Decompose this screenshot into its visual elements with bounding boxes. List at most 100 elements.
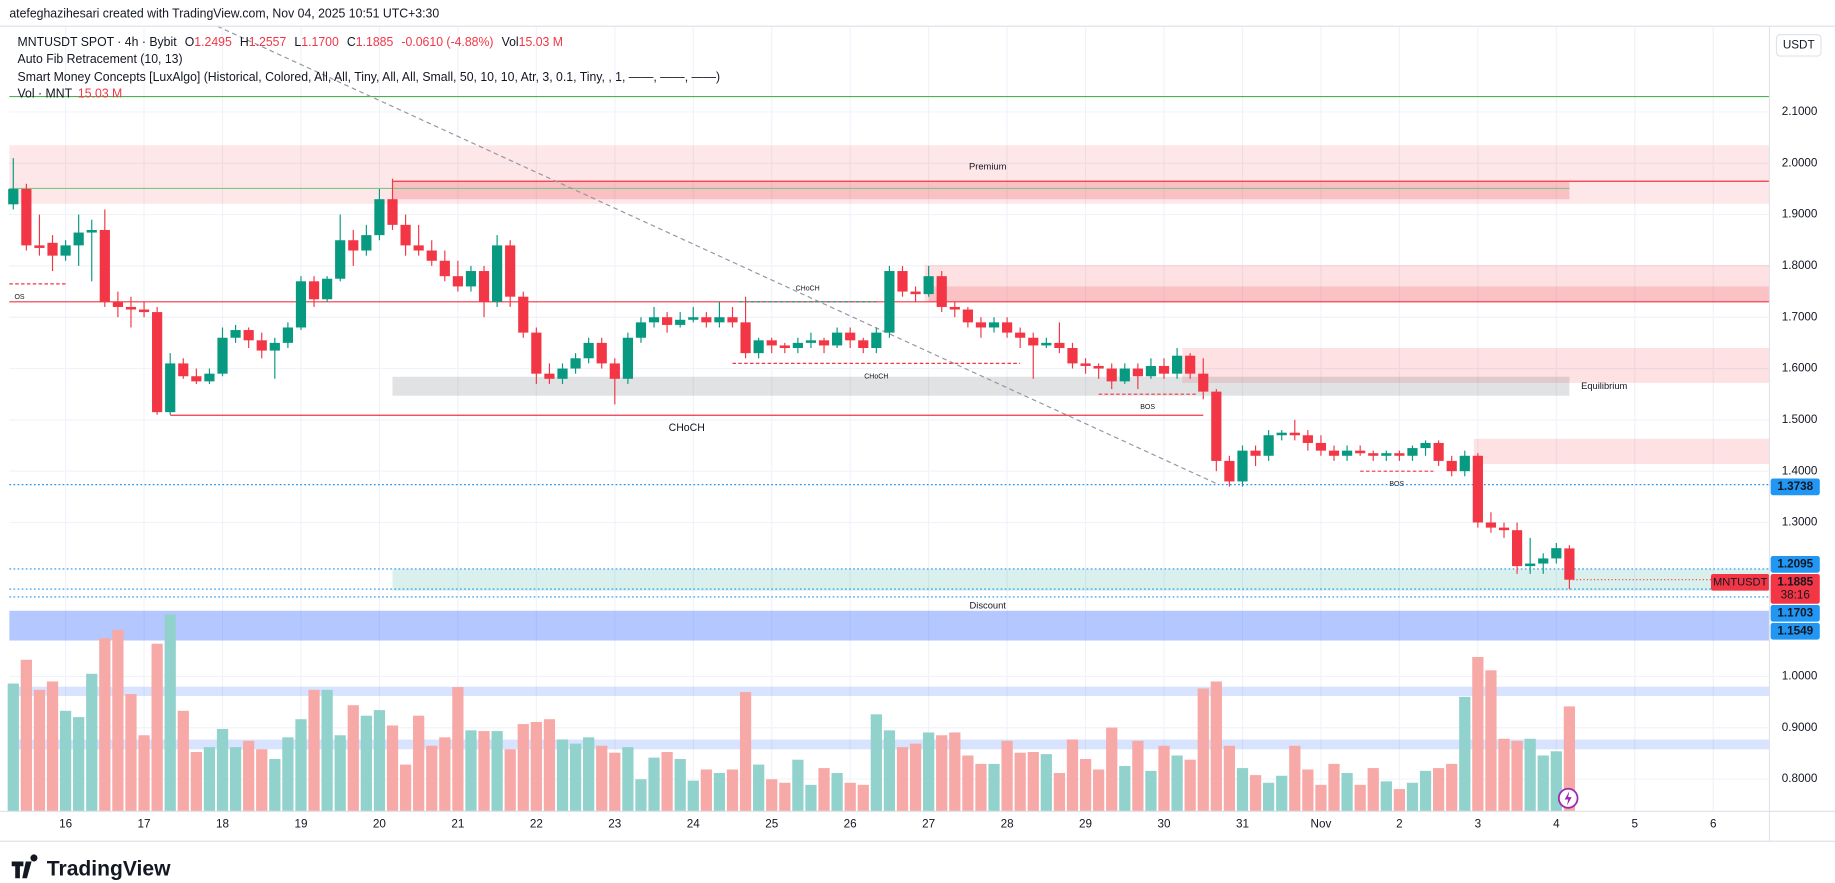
volume-bar — [1119, 765, 1131, 812]
price-label: 1.3738 — [1777, 479, 1813, 493]
candle-body — [1328, 450, 1340, 456]
candle-body — [1250, 450, 1261, 456]
candle-body — [923, 276, 934, 295]
candle-body — [86, 229, 97, 233]
brand: TradingView — [47, 856, 171, 880]
ohlc-value: 1.1885 — [356, 35, 394, 49]
y-tick-label: 0.9000 — [1782, 720, 1818, 734]
volume-bar — [569, 743, 582, 812]
legend: MNTUSDT SPOT · 4h · Bybit O1.2495 H1.255… — [18, 35, 563, 49]
volume-bar — [792, 759, 804, 812]
volume-bar — [7, 683, 19, 812]
volume-bar — [203, 747, 216, 812]
volume-bar — [687, 780, 699, 812]
zone — [392, 569, 1770, 591]
price-label-box — [1770, 556, 1820, 573]
x-tick-label: 3 — [1475, 817, 1482, 831]
candle-body — [962, 309, 973, 323]
candle-body — [1054, 342, 1065, 349]
volume-bar — [1197, 688, 1209, 812]
candle-body — [1433, 442, 1444, 461]
x-tick-label: 19 — [294, 817, 307, 831]
volume-bar — [478, 731, 490, 812]
zone — [392, 376, 1570, 396]
volume-bar — [321, 689, 333, 812]
symbol-label: MNTUSDT — [1713, 576, 1767, 588]
candle-body — [1158, 365, 1170, 374]
candle-body — [8, 188, 19, 205]
trend-line — [217, 25, 1217, 485]
ohlc-key: H — [240, 35, 249, 49]
candle-body — [138, 309, 150, 313]
volume-bar — [1079, 759, 1092, 812]
volume-bar — [1171, 755, 1183, 812]
volume-bar — [20, 659, 32, 812]
candle-body — [1564, 548, 1575, 580]
candle-body — [753, 340, 764, 354]
volume-bar — [1223, 745, 1236, 812]
candle-body — [1132, 368, 1143, 377]
price-label: 1.2095 — [1777, 556, 1813, 570]
volume-bar — [1406, 782, 1419, 812]
candle-body — [478, 271, 490, 302]
volume-bar — [1524, 738, 1536, 812]
candle-body — [635, 322, 647, 338]
candle-body — [1538, 558, 1549, 564]
candle-body — [714, 317, 725, 323]
price-label: 1.1703 — [1777, 605, 1813, 619]
candle-body — [1472, 455, 1483, 523]
volume-bar — [1249, 775, 1262, 812]
candle-body — [766, 340, 777, 346]
volume-bar — [753, 764, 765, 812]
candle-body — [1263, 435, 1274, 456]
ohlc-key: O — [185, 35, 195, 49]
candle-body — [531, 332, 542, 374]
candle-body — [1420, 442, 1431, 449]
currency-box[interactable] — [1775, 34, 1822, 57]
candle-body — [1446, 460, 1457, 472]
currency[interactable]: USDT — [1783, 37, 1815, 51]
volume-bar — [1106, 727, 1118, 812]
volume-bar — [373, 710, 386, 812]
volume-bar — [347, 705, 359, 812]
candle-body — [1381, 453, 1392, 456]
countdown: 38:16 — [1781, 587, 1811, 601]
volume-bar — [1210, 681, 1222, 812]
symbol: MNTUSDT SPOT · 4h · Bybit — [18, 35, 178, 49]
volume-bar — [59, 710, 72, 812]
candle-body — [1171, 355, 1183, 374]
vol-name: Vol · MNT — [18, 86, 73, 100]
volume-bar — [1393, 789, 1406, 812]
volume-bar — [1367, 768, 1379, 812]
zone — [1473, 438, 1770, 464]
candle-body — [282, 327, 293, 343]
volume-bar — [399, 764, 412, 812]
candle-body — [1185, 355, 1196, 374]
vol-value: 15.03 M — [519, 35, 563, 49]
y-tick-label: 2.0000 — [1782, 155, 1818, 169]
candle-body — [465, 271, 477, 287]
volume-bar — [465, 730, 477, 812]
ohlc-value: 1.2495 — [194, 35, 232, 49]
volume-bar — [583, 737, 595, 812]
volume-bar — [766, 779, 778, 812]
x-tick-label: 24 — [687, 817, 700, 831]
volume-bar — [216, 728, 229, 812]
volume-bar — [726, 769, 739, 812]
indicator: Smart Money Concepts [LuxAlgo] (Historic… — [18, 70, 721, 84]
candle-body — [1211, 391, 1222, 461]
volume-bar — [1236, 768, 1249, 812]
candle-body — [335, 240, 346, 279]
x-tick-label: 29 — [1079, 817, 1092, 831]
volume-bar — [530, 721, 542, 812]
candle-body — [60, 245, 71, 256]
candle-body — [949, 306, 960, 310]
candle-body — [1145, 365, 1157, 377]
candle-body — [322, 278, 333, 300]
candle-body — [1302, 435, 1313, 443]
volume-bar — [33, 689, 46, 812]
candle-body — [99, 229, 110, 302]
y-tick-label: 1.3000 — [1782, 515, 1818, 529]
y-tick-label: 1.5000 — [1782, 412, 1818, 426]
volume-bar — [896, 747, 909, 812]
